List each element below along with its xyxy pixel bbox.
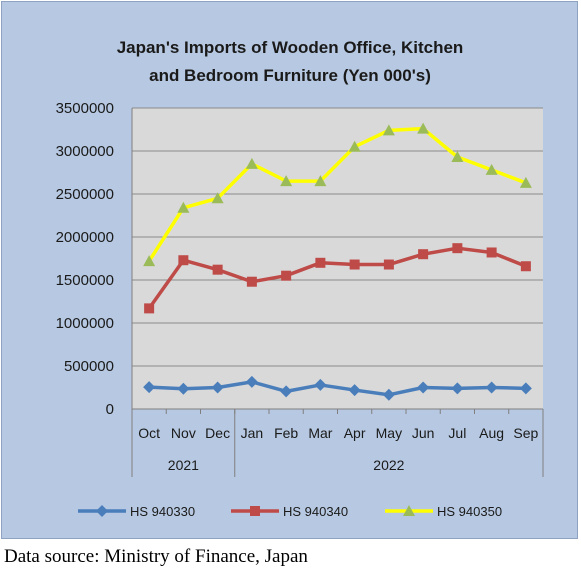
data-point-diamond: [417, 381, 430, 394]
data-point-triangle: [211, 192, 224, 204]
x-tick-label: Oct: [138, 425, 160, 441]
series-hs-940350: [143, 122, 532, 267]
data-point-diamond: [348, 384, 361, 397]
data-point-diamond: [485, 381, 498, 394]
x-group-label: 2022: [373, 457, 404, 473]
plot-area: [132, 108, 543, 409]
chart-title-line-2: and Bedroom Furniture (Yen 000's): [149, 66, 431, 85]
data-point-triangle: [143, 255, 156, 267]
data-point-square: [486, 247, 497, 258]
series-hs-940340: [144, 243, 531, 314]
data-point-diamond: [177, 382, 190, 395]
legend-item: HS 940330: [78, 504, 195, 519]
data-point-diamond: [280, 385, 293, 398]
data-point-diamond: [143, 381, 156, 394]
x-tick-label: Feb: [274, 425, 298, 441]
data-point-diamond: [519, 382, 532, 395]
data-point-triangle: [245, 157, 258, 169]
y-tick-label: 1500000: [56, 272, 114, 289]
x-tick-label: May: [376, 425, 402, 441]
chart-title-line-1: Japan's Imports of Wooden Office, Kitche…: [117, 38, 464, 57]
data-point-square: [250, 506, 260, 516]
legend-label: HS 940350: [437, 504, 502, 519]
data-point-triangle: [519, 176, 532, 188]
x-tick-label: Jan: [241, 425, 264, 441]
data-point-diamond: [314, 378, 327, 391]
x-tick-label: Nov: [171, 425, 196, 441]
x-tick-label: Jun: [412, 425, 435, 441]
data-point-square: [383, 259, 394, 270]
gridlines: [132, 107, 543, 367]
data-point-triangle: [348, 140, 361, 152]
x-tick-label: Sep: [513, 425, 538, 441]
x-group-label: 2021: [168, 457, 199, 473]
data-point-square: [452, 243, 463, 254]
data-point-diamond: [451, 382, 464, 395]
legend-item: HS 940350: [385, 504, 502, 519]
x-tick-label: Jul: [448, 425, 466, 441]
data-source-note: Data source: Ministry of Finance, Japan: [4, 546, 308, 567]
x-tick-label: Aug: [479, 425, 504, 441]
y-tick-label: 3500000: [56, 100, 114, 117]
data-point-square: [246, 276, 257, 287]
legend-label: HS 940340: [283, 504, 348, 519]
data-point-diamond: [245, 375, 258, 388]
legend-item: HS 940340: [231, 504, 348, 519]
data-point-triangle: [451, 151, 464, 163]
axes: 0 500000 1000000 1500000 2000000 2500000 30000…: [56, 100, 544, 477]
data-point-triangle: [280, 175, 293, 187]
y-tick-label: 500000: [64, 358, 114, 375]
series-hs-940330: [143, 375, 532, 401]
data-point-square: [212, 264, 223, 275]
series-lines: [143, 122, 532, 401]
data-point-square: [418, 249, 429, 260]
y-tick-label: 1000000: [56, 315, 114, 332]
data-point-square: [520, 261, 531, 272]
chart-title: Japan's Imports of Wooden Office, Kitche…: [117, 38, 464, 85]
x-tick-label: Dec: [205, 425, 230, 441]
line-chart: Japan's Imports of Wooden Office, Kitche…: [56, 38, 544, 519]
data-point-diamond: [211, 381, 224, 394]
y-tick-label: 2500000: [56, 186, 114, 203]
x-tick-label: Apr: [344, 425, 366, 441]
y-tick-label: 2000000: [56, 229, 114, 246]
series-line: [147, 126, 527, 263]
chart-frame: Japan's Imports of Wooden Office, Kitche…: [1, 1, 578, 539]
data-point-triangle: [382, 124, 395, 136]
data-point-square: [144, 303, 155, 314]
legend-label: HS 940330: [130, 504, 195, 519]
data-point-diamond: [382, 388, 395, 401]
data-point-square: [281, 270, 292, 281]
data-point-square: [178, 255, 189, 266]
data-point-diamond: [96, 505, 108, 517]
data-point-square: [349, 259, 360, 270]
series-line: [147, 246, 527, 310]
data-point-triangle: [485, 163, 498, 175]
data-point-triangle: [177, 201, 190, 213]
y-tick-label: 0: [106, 401, 114, 418]
data-point-triangle: [403, 505, 415, 516]
data-point-triangle: [417, 122, 430, 134]
data-point-triangle: [314, 175, 327, 187]
data-point-square: [315, 257, 326, 268]
legend: HS 940330 HS 940340 HS 940350: [78, 504, 502, 519]
x-tick-label: Mar: [308, 425, 332, 441]
y-tick-label: 3000000: [56, 143, 114, 160]
